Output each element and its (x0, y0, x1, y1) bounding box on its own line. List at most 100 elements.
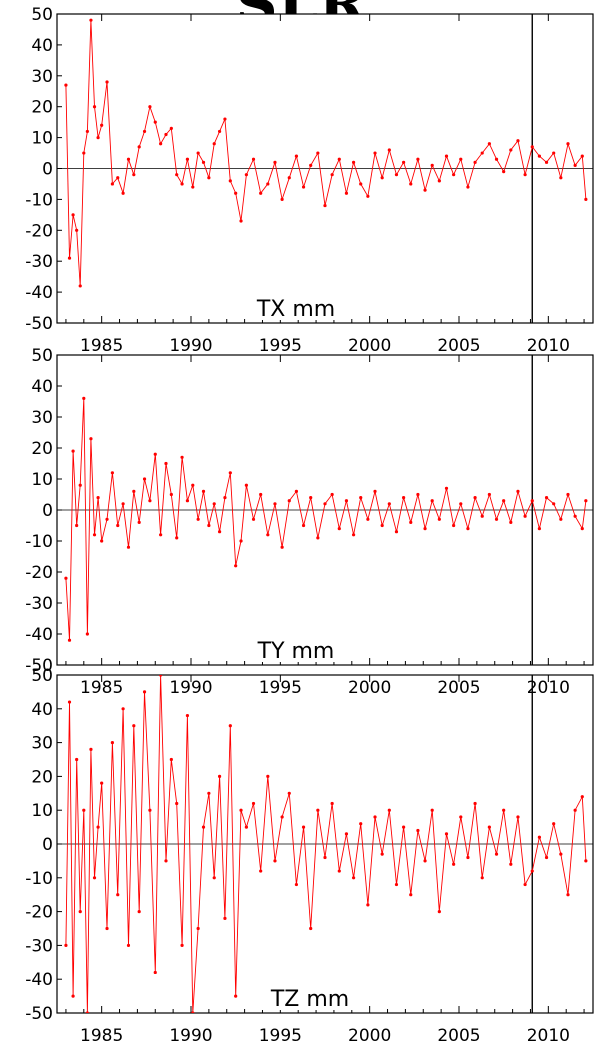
data-point (502, 499, 506, 503)
data-point (294, 489, 299, 493)
data-point (294, 882, 299, 887)
data-point (487, 825, 491, 829)
data-point (228, 471, 232, 475)
data-point (316, 808, 320, 812)
y-tick-label: -20 (25, 903, 53, 923)
data-point (423, 527, 427, 531)
data-point (523, 173, 527, 177)
data-point (337, 869, 341, 873)
data-point (191, 185, 195, 189)
data-point (423, 859, 427, 863)
data-point (409, 893, 413, 897)
x-tick-label: 1985 (80, 678, 123, 698)
data-point (273, 160, 277, 164)
data-point (580, 795, 584, 799)
data-point (132, 173, 136, 177)
data-point (366, 903, 370, 907)
data-point (244, 825, 248, 829)
data-point (330, 173, 334, 177)
data-point (473, 801, 477, 806)
data-point (71, 449, 75, 453)
data-point (266, 774, 270, 779)
data-point (273, 502, 277, 506)
data-point (67, 256, 72, 260)
data-point (64, 83, 68, 87)
data-point (516, 815, 520, 819)
data-point (301, 825, 306, 829)
y-tick-label: 40 (31, 36, 53, 56)
series-group (64, 396, 588, 642)
data-point (566, 893, 570, 897)
panel-label: TY mm (257, 639, 335, 664)
panel-label: TX mm (256, 297, 335, 322)
data-point (196, 151, 200, 155)
data-point (175, 801, 179, 806)
y-tick-label: 30 (31, 408, 53, 428)
data-point (75, 757, 79, 762)
data-point (430, 163, 434, 168)
data-point (175, 536, 179, 540)
data-point (309, 163, 313, 168)
panel-label-bg (246, 296, 346, 320)
data-point (373, 489, 377, 493)
x-tick-label: 1995 (259, 678, 302, 698)
data-point (387, 148, 391, 152)
data-point (394, 173, 399, 177)
data-point (537, 154, 542, 158)
data-point (100, 123, 104, 127)
data-point (159, 533, 163, 537)
data-point (402, 825, 406, 829)
data-point (96, 136, 100, 140)
data-point (169, 126, 173, 130)
data-point (251, 517, 256, 521)
data-point (89, 18, 93, 22)
data-point (137, 145, 141, 149)
data-point (180, 182, 184, 186)
data-point (380, 523, 384, 528)
x-tick-label: 1990 (169, 1026, 212, 1046)
data-point (175, 173, 179, 177)
data-point (207, 523, 211, 528)
data-point (85, 632, 89, 636)
data-point (437, 179, 441, 183)
data-point (164, 859, 168, 863)
data-point (100, 539, 104, 543)
data-point (573, 514, 577, 518)
data-point (75, 523, 79, 528)
data-point (180, 455, 184, 459)
data-point (437, 910, 441, 914)
data-point (552, 822, 556, 826)
data-point (359, 822, 363, 826)
data-point (466, 855, 470, 860)
data-point (402, 160, 406, 164)
y-tick-label: -40 (25, 970, 53, 990)
data-point (207, 176, 211, 180)
data-point (96, 825, 100, 829)
data-point (380, 852, 384, 856)
data-point (409, 182, 413, 186)
y-tick-label: -10 (25, 190, 53, 210)
data-point (430, 499, 434, 503)
data-point (266, 533, 270, 537)
data-point (217, 774, 222, 779)
y-tick-label: 10 (31, 129, 53, 149)
data-point (509, 862, 513, 866)
data-point (153, 970, 157, 975)
data-point (251, 157, 256, 161)
data-point (330, 801, 334, 806)
data-point (82, 808, 86, 812)
x-tick-label: 1995 (259, 1026, 302, 1046)
y-tick-label: 10 (31, 470, 53, 490)
data-point (82, 396, 86, 400)
data-point (142, 690, 147, 694)
data-point (142, 477, 147, 481)
data-point (502, 169, 506, 174)
data-point (459, 157, 463, 161)
data-point (437, 517, 441, 521)
x-tick-label: 2005 (437, 336, 480, 356)
data-point (394, 882, 399, 887)
data-point (234, 191, 238, 195)
y-tick-label: -20 (25, 221, 53, 241)
data-point (487, 492, 491, 497)
